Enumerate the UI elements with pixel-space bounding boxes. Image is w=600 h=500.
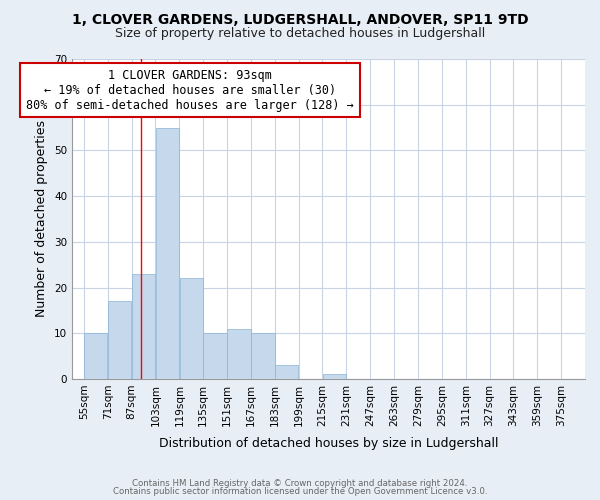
- Bar: [251, 333, 275, 379]
- Text: 1 CLOVER GARDENS: 93sqm
← 19% of detached houses are smaller (30)
80% of semi-de: 1 CLOVER GARDENS: 93sqm ← 19% of detache…: [26, 68, 354, 112]
- Text: Size of property relative to detached houses in Ludgershall: Size of property relative to detached ho…: [115, 28, 485, 40]
- Bar: [108, 301, 131, 379]
- Text: Contains public sector information licensed under the Open Government Licence v3: Contains public sector information licen…: [113, 487, 487, 496]
- Bar: [155, 128, 179, 379]
- Bar: [203, 333, 227, 379]
- Y-axis label: Number of detached properties: Number of detached properties: [35, 120, 49, 318]
- Text: Contains HM Land Registry data © Crown copyright and database right 2024.: Contains HM Land Registry data © Crown c…: [132, 478, 468, 488]
- Bar: [227, 328, 251, 379]
- X-axis label: Distribution of detached houses by size in Ludgershall: Distribution of detached houses by size …: [159, 437, 498, 450]
- Bar: [132, 274, 155, 379]
- Text: 1, CLOVER GARDENS, LUDGERSHALL, ANDOVER, SP11 9TD: 1, CLOVER GARDENS, LUDGERSHALL, ANDOVER,…: [71, 12, 529, 26]
- Bar: [323, 374, 346, 379]
- Bar: [275, 365, 298, 379]
- Bar: [179, 278, 203, 379]
- Bar: [84, 333, 107, 379]
